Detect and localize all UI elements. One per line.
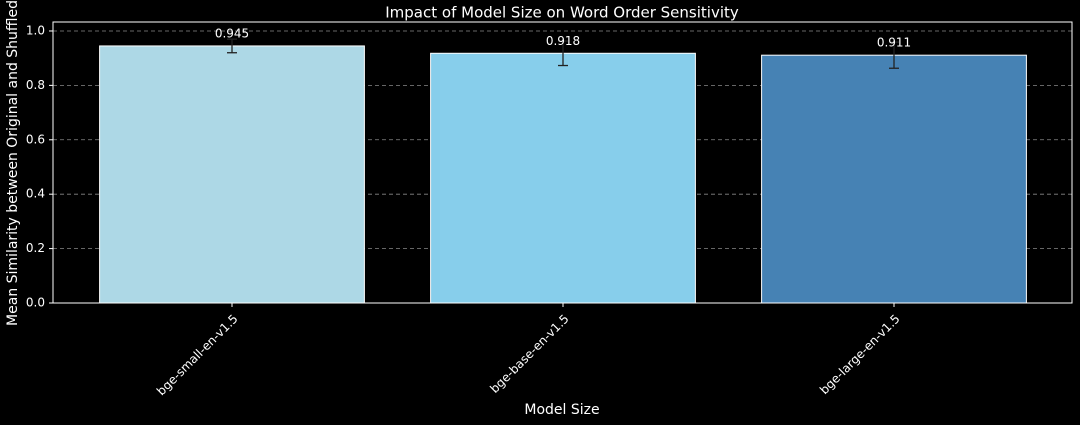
- x-tick-label: bge-small-en-v1.5: [154, 312, 241, 399]
- y-tick-label: 1.0: [26, 23, 45, 37]
- chart-title: Impact of Model Size on Word Order Sensi…: [385, 4, 739, 22]
- y-axis-label: Mean Similarity between Original and Shu…: [5, 0, 21, 326]
- x-axis-label: Model Size: [524, 402, 599, 418]
- value-label: 0.918: [546, 34, 580, 48]
- value-label: 0.911: [877, 36, 911, 50]
- error-bar: [558, 40, 568, 67]
- error-bar: [227, 38, 237, 54]
- bar: [761, 54, 1027, 303]
- plot-area: [99, 38, 1027, 303]
- x-tick-label: bge-large-en-v1.5: [817, 312, 902, 397]
- bar: [99, 45, 365, 303]
- plot-frame: [52, 21, 1073, 304]
- x-tick-label: bge-base-en-v1.5: [487, 312, 571, 396]
- error-bar: [889, 41, 899, 69]
- y-tick-label: 0.0: [26, 296, 45, 310]
- y-tick-label: 0.2: [26, 241, 45, 255]
- y-tick-label: 0.4: [26, 187, 45, 201]
- value-label: 0.945: [215, 26, 249, 40]
- y-tick-label: 0.6: [26, 132, 45, 146]
- y-tick-label: 0.8: [26, 78, 45, 92]
- bar: [430, 52, 696, 303]
